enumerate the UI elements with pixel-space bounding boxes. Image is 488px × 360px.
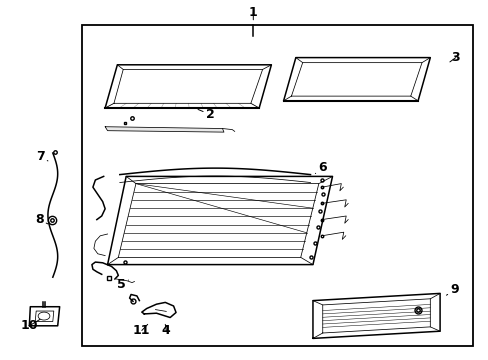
Text: 3: 3 <box>449 51 459 64</box>
Text: 4: 4 <box>162 324 170 337</box>
Text: 8: 8 <box>35 213 48 226</box>
Bar <box>82 25 472 346</box>
Text: 1: 1 <box>248 6 257 20</box>
Text: 10: 10 <box>20 319 40 332</box>
Text: 2: 2 <box>198 108 214 121</box>
Text: 5: 5 <box>117 278 128 291</box>
Text: 11: 11 <box>133 324 150 337</box>
Text: 6: 6 <box>315 161 326 174</box>
Polygon shape <box>105 127 224 132</box>
Text: 9: 9 <box>446 283 458 296</box>
Text: 7: 7 <box>36 150 48 163</box>
